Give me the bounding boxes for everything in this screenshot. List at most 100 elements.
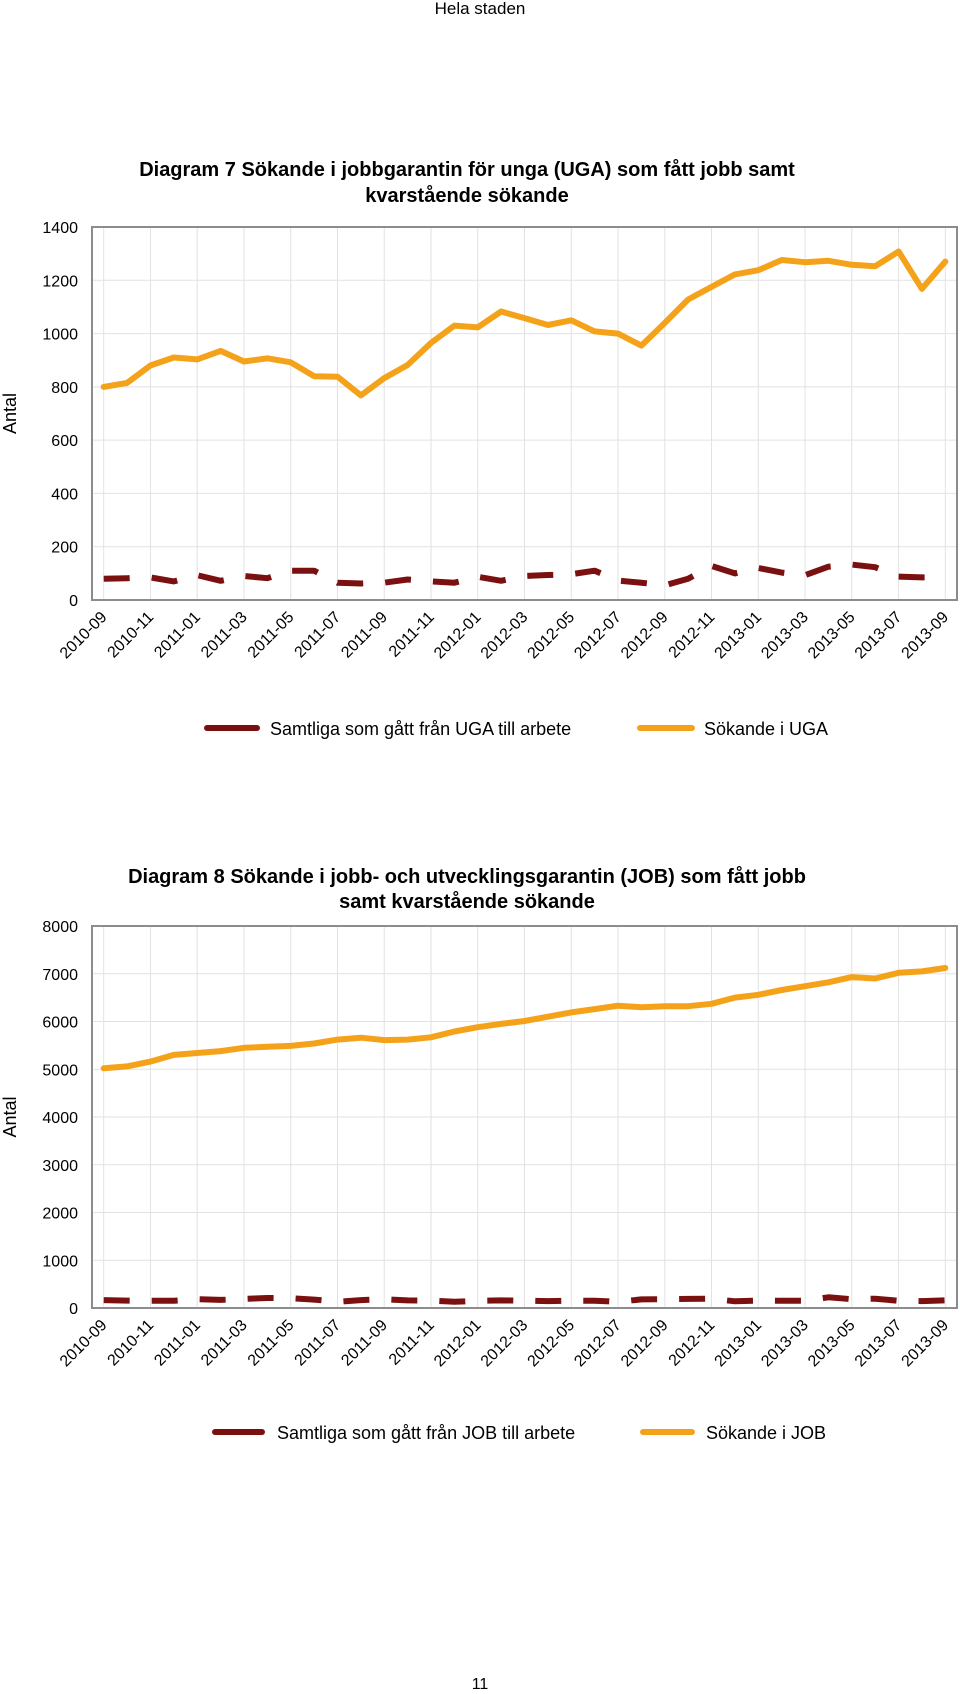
y-axis-title: Antal: [0, 393, 20, 434]
x-tick-label: 2013-07: [852, 1317, 906, 1371]
data-point: [828, 1297, 829, 1298]
data-point: [501, 311, 502, 312]
y-tick-label: 8000: [42, 919, 78, 936]
data-point: [477, 1027, 478, 1028]
x-tick-label: 2013-01: [712, 1317, 766, 1371]
data-point: [641, 1299, 642, 1300]
data-point: [875, 266, 876, 267]
data-point: [150, 1061, 151, 1062]
data-point: [267, 358, 268, 359]
series-line-2: [100, 965, 949, 1072]
data-point: [571, 320, 572, 321]
x-tick-label: 2012-03: [478, 609, 532, 663]
data-point: [337, 1039, 338, 1040]
data-point: [384, 378, 385, 379]
data-point: [127, 1300, 128, 1301]
data-point: [758, 568, 759, 569]
data-point: [173, 357, 174, 358]
x-tick-label: 2011-09: [338, 1317, 391, 1370]
x-tick-label: 2011-01: [151, 1317, 204, 1370]
plot-area-border: [91, 226, 958, 601]
data-point: [758, 270, 759, 271]
series-line-2: [100, 248, 949, 399]
x-tick-label: 2012-05: [525, 609, 579, 663]
data-point: [243, 361, 244, 362]
x-tick-label: 2012-07: [571, 1317, 625, 1371]
x-tick-label: 2011-03: [198, 609, 251, 662]
data-point: [173, 1300, 174, 1301]
data-point: [828, 566, 829, 567]
legend-label: Sökande i UGA: [704, 719, 828, 739]
data-point: [524, 318, 525, 319]
data-point: [875, 567, 876, 568]
data-point: [618, 580, 619, 581]
data-point: [758, 994, 759, 995]
data-point: [618, 1005, 619, 1006]
data-point: [875, 1298, 876, 1299]
x-tick-label: 2011-05: [245, 1317, 298, 1370]
data-point: [594, 331, 595, 332]
chart-uga: Diagram 7 Sökande i jobbgarantin för ung…: [0, 158, 958, 739]
data-point: [688, 1298, 689, 1299]
data-point: [337, 1301, 338, 1302]
data-point: [524, 1300, 525, 1301]
y-tick-label: 7000: [42, 967, 78, 984]
data-point: [384, 1299, 385, 1300]
data-point: [267, 1046, 268, 1047]
x-tick-label: 2012-09: [618, 609, 672, 663]
data-point: [384, 582, 385, 583]
y-tick-label: 600: [51, 433, 78, 450]
y-tick-label: 800: [51, 380, 78, 397]
data-point: [711, 1003, 712, 1004]
data-point: [898, 972, 899, 973]
data-point: [571, 574, 572, 575]
x-tick-label: 2013-07: [852, 609, 906, 663]
data-point: [360, 583, 361, 584]
x-tick-label: 2011-11: [386, 609, 438, 661]
data-point: [454, 325, 455, 326]
data-point: [290, 570, 291, 571]
data-point: [197, 575, 198, 576]
data-point: [664, 1006, 665, 1007]
data-point: [594, 1300, 595, 1301]
data-point: [430, 581, 431, 582]
data-point: [898, 576, 899, 577]
data-point: [805, 575, 806, 576]
data-point: [547, 325, 548, 326]
data-point: [407, 365, 408, 366]
data-point: [407, 579, 408, 580]
page-number: 11: [471, 1676, 489, 1693]
x-tick-label: 2011-07: [292, 1317, 345, 1370]
x-tick-label: 2011-07: [292, 609, 345, 662]
data-point: [430, 1300, 431, 1301]
y-tick-label: 3000: [42, 1158, 78, 1175]
data-point: [173, 1054, 174, 1055]
data-point: [781, 989, 782, 990]
data-point: [688, 578, 689, 579]
data-point: [921, 577, 922, 578]
page-header: Hela staden: [434, 0, 526, 18]
data-point: [127, 382, 128, 383]
x-tick-label: 2010-09: [57, 609, 111, 663]
data-point: [454, 1301, 455, 1302]
data-point: [197, 359, 198, 360]
data-point: [781, 260, 782, 261]
data-point: [407, 1039, 408, 1040]
x-tick-label: 2011-05: [245, 609, 298, 662]
data-point: [921, 288, 922, 289]
data-point: [571, 1300, 572, 1301]
x-tick-label: 2011-03: [198, 1317, 251, 1370]
data-point: [547, 574, 548, 575]
chart-title-line: Diagram 8 Sökande i jobb- och utveckling…: [128, 865, 806, 888]
data-point: [314, 376, 315, 377]
x-tick-label: 2011-01: [151, 609, 204, 662]
data-point: [243, 1298, 244, 1299]
data-point: [103, 1068, 104, 1069]
data-point: [594, 1009, 595, 1010]
chart-title-line: Diagram 7 Sökande i jobbgarantin för ung…: [139, 158, 795, 181]
chart-job: Diagram 8 Sökande i jobb- och utveckling…: [0, 865, 958, 1443]
data-point: [150, 1300, 151, 1301]
data-point: [851, 1299, 852, 1300]
data-point: [220, 350, 221, 351]
x-tick-label: 2012-11: [666, 1317, 719, 1370]
